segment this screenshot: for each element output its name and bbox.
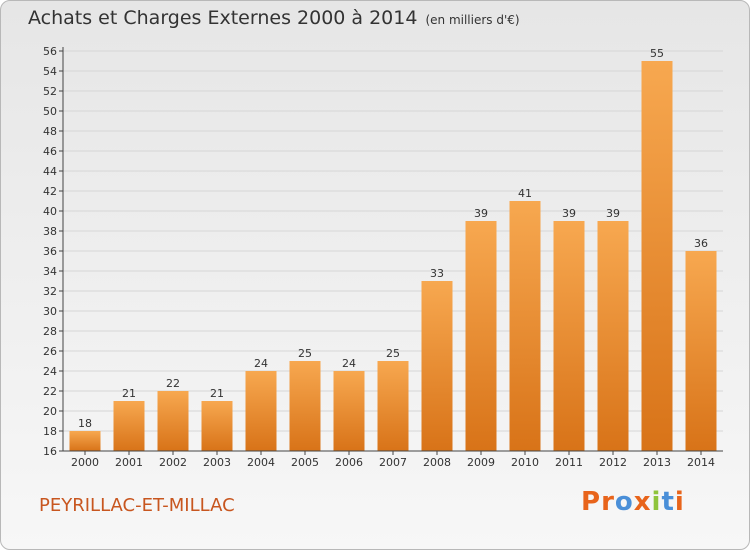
logo-letter: P bbox=[581, 487, 602, 517]
data-label-2002: 22 bbox=[166, 377, 180, 390]
axes bbox=[59, 47, 723, 455]
bar-2014[interactable] bbox=[685, 251, 717, 451]
y-tick-label: 46 bbox=[43, 145, 57, 158]
chart-title-text: Achats et Charges Externes 2000 à 2014 bbox=[28, 7, 418, 29]
logo-letter: i bbox=[674, 487, 685, 517]
data-label-2014: 36 bbox=[694, 237, 708, 250]
bar-2006[interactable] bbox=[333, 371, 365, 451]
y-tick-label: 34 bbox=[43, 265, 57, 278]
bar-2005[interactable] bbox=[289, 361, 321, 451]
y-tick-label: 20 bbox=[43, 405, 57, 418]
data-label-2006: 24 bbox=[342, 357, 356, 370]
x-tick-label: 2013 bbox=[643, 456, 671, 469]
y-tick-label: 36 bbox=[43, 245, 57, 258]
logo-letter: t bbox=[661, 487, 675, 517]
bar-chart: 16 18 20 22 24 26 28 30 32 34 36 38 40 42 44 46 48 50 52 54… bbox=[43, 45, 723, 469]
data-label-2010: 41 bbox=[518, 187, 532, 200]
proxiti-logo[interactable]: Proxiti bbox=[581, 487, 685, 517]
bar-2002[interactable] bbox=[157, 391, 189, 451]
data-label-2011: 39 bbox=[562, 207, 576, 220]
logo-letter: o bbox=[614, 487, 634, 517]
bar-2008[interactable] bbox=[421, 281, 453, 451]
x-tick-label: 2004 bbox=[247, 456, 275, 469]
commune-name: PEYRILLAC-ET-MILLAC bbox=[39, 495, 235, 516]
bar-2000[interactable] bbox=[69, 431, 101, 451]
data-label-2003: 21 bbox=[210, 387, 224, 400]
y-tick-label: 32 bbox=[43, 285, 57, 298]
y-tick-label: 22 bbox=[43, 385, 57, 398]
data-label-2001: 21 bbox=[122, 387, 136, 400]
logo-letter: i bbox=[651, 487, 662, 517]
x-tick-label: 2011 bbox=[555, 456, 583, 469]
y-tick-label: 56 bbox=[43, 45, 57, 58]
y-tick-label: 18 bbox=[43, 425, 57, 438]
x-tick-label: 2008 bbox=[423, 456, 451, 469]
y-tick-label: 24 bbox=[43, 365, 57, 378]
x-tick-label: 2006 bbox=[335, 456, 363, 469]
x-tick-label: 2005 bbox=[291, 456, 319, 469]
data-label-2008: 33 bbox=[430, 267, 444, 280]
data-label-2000: 18 bbox=[78, 417, 92, 430]
chart-subtitle: (en milliers d'€) bbox=[425, 13, 520, 27]
x-tick-label: 2012 bbox=[599, 456, 627, 469]
bar-2010[interactable] bbox=[509, 201, 541, 451]
bar-2007[interactable] bbox=[377, 361, 409, 451]
bar-2011[interactable] bbox=[553, 221, 585, 451]
x-tick-label: 2000 bbox=[71, 456, 99, 469]
y-tick-label: 38 bbox=[43, 225, 57, 238]
x-tick-label: 2001 bbox=[115, 456, 143, 469]
bar-2009[interactable] bbox=[465, 221, 497, 451]
data-label-2007: 25 bbox=[386, 347, 400, 360]
data-label-2009: 39 bbox=[474, 207, 488, 220]
x-tick-label: 2003 bbox=[203, 456, 231, 469]
data-label-2004: 24 bbox=[254, 357, 268, 370]
data-label-2013: 55 bbox=[650, 47, 664, 60]
bar-2004[interactable] bbox=[245, 371, 277, 451]
x-tick-label: 2009 bbox=[467, 456, 495, 469]
bar-2003[interactable] bbox=[201, 401, 233, 451]
y-tick-label: 52 bbox=[43, 85, 57, 98]
x-tick-label: 2007 bbox=[379, 456, 407, 469]
logo-letter: x bbox=[633, 487, 652, 517]
y-tick-label: 54 bbox=[43, 65, 57, 78]
y-tick-label: 40 bbox=[43, 205, 57, 218]
bar-2001[interactable] bbox=[113, 401, 145, 451]
x-tick-label: 2002 bbox=[159, 456, 187, 469]
bars bbox=[69, 61, 717, 451]
chart-title: Achats et Charges Externes 2000 à 2014 (e… bbox=[28, 7, 520, 29]
y-tick-label: 16 bbox=[43, 445, 57, 458]
data-label-2012: 39 bbox=[606, 207, 620, 220]
y-tick-label: 28 bbox=[43, 325, 57, 338]
logo-letter: r bbox=[601, 487, 615, 517]
y-tick-label: 26 bbox=[43, 345, 57, 358]
bar-2013[interactable] bbox=[641, 61, 673, 451]
bar-2012[interactable] bbox=[597, 221, 629, 451]
y-tick-label: 42 bbox=[43, 185, 57, 198]
x-tick-label: 2014 bbox=[687, 456, 715, 469]
labels: 16 18 20 22 24 26 28 30 32 34 36 38 40 42 44 46 48 50 52 54… bbox=[43, 45, 715, 469]
y-tick-label: 48 bbox=[43, 125, 57, 138]
data-label-2005: 25 bbox=[298, 347, 312, 360]
x-tick-label: 2010 bbox=[511, 456, 539, 469]
y-tick-label: 50 bbox=[43, 105, 57, 118]
y-tick-label: 44 bbox=[43, 165, 57, 178]
y-tick-label: 30 bbox=[43, 305, 57, 318]
